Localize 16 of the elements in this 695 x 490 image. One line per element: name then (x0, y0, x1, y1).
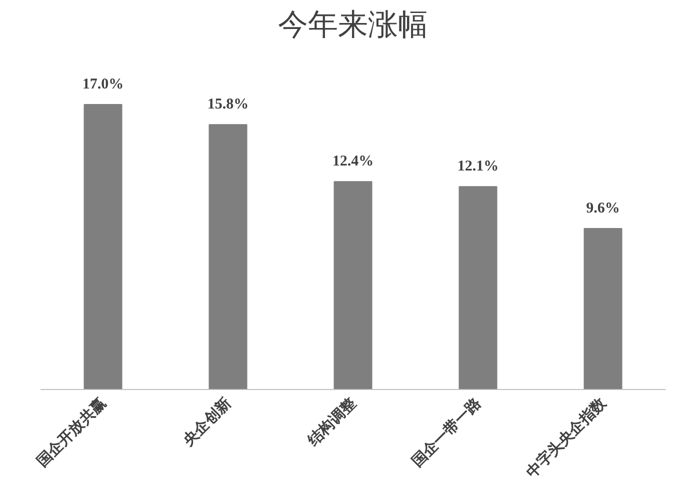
bar (84, 104, 122, 390)
data-label: 15.8% (207, 96, 249, 113)
x-tick-label: 国企开放共赢 (32, 394, 110, 470)
chart-title: 今年来涨幅 (278, 8, 428, 42)
data-label: 12.4% (332, 154, 374, 170)
data-label: 9.6% (586, 200, 620, 217)
bar (584, 228, 622, 390)
x-tick-label: 国企一带一路 (408, 394, 484, 470)
x-tick-label: 结构调整 (303, 394, 360, 450)
bar (334, 181, 372, 390)
bar (458, 186, 498, 390)
data-label: 17.0% (82, 76, 124, 92)
data-label: 12.1% (457, 158, 499, 175)
bar (208, 124, 248, 390)
x-tick-label: 中字头央企指数 (522, 393, 610, 482)
x-tick-label: 央企创新 (178, 394, 234, 450)
